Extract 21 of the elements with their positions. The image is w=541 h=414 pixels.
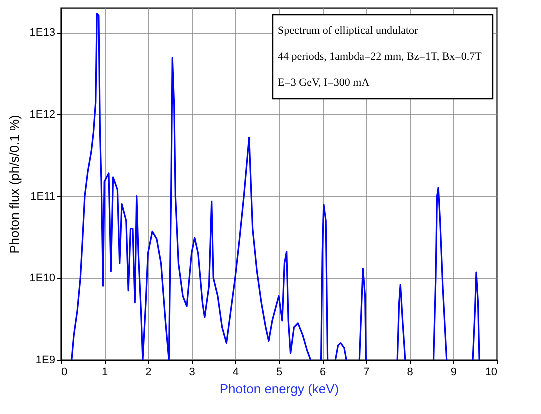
x-tick-label: 4: [232, 366, 239, 378]
x-tick-label: 0: [62, 366, 68, 378]
annotation: E=3 GeV, I=300 mA: [278, 77, 370, 89]
y-axis-title: Photon flux (ph/s/0.1 %): [6, 115, 22, 254]
y-tick-label: 1E10: [30, 272, 56, 285]
x-tick-label: 5: [276, 366, 283, 378]
y-tick-label: 1E13: [30, 27, 56, 40]
x-axis-title: Photon energy (keV): [220, 382, 340, 396]
x-tick-label: 7: [364, 366, 370, 378]
y-tick-label: 1E11: [30, 190, 56, 203]
x-tick-label: 9: [450, 366, 457, 378]
x-tick-label: 1: [102, 366, 108, 378]
y-tick-label: 1E9: [36, 354, 56, 366]
x-tick-label: 3: [189, 366, 196, 378]
x-tick-label: 10: [485, 366, 498, 378]
annotation: Spectrum of elliptical undulator: [278, 25, 419, 37]
x-tick-label: 6: [320, 366, 326, 378]
annotation: 44 periods, 1ambda=22 mm, Bz=1T, Bx=0.7T: [278, 51, 482, 63]
x-tick-label: 8: [407, 366, 414, 378]
x-tick-label: 2: [146, 366, 152, 378]
y-tick-label: 1E12: [30, 108, 56, 121]
